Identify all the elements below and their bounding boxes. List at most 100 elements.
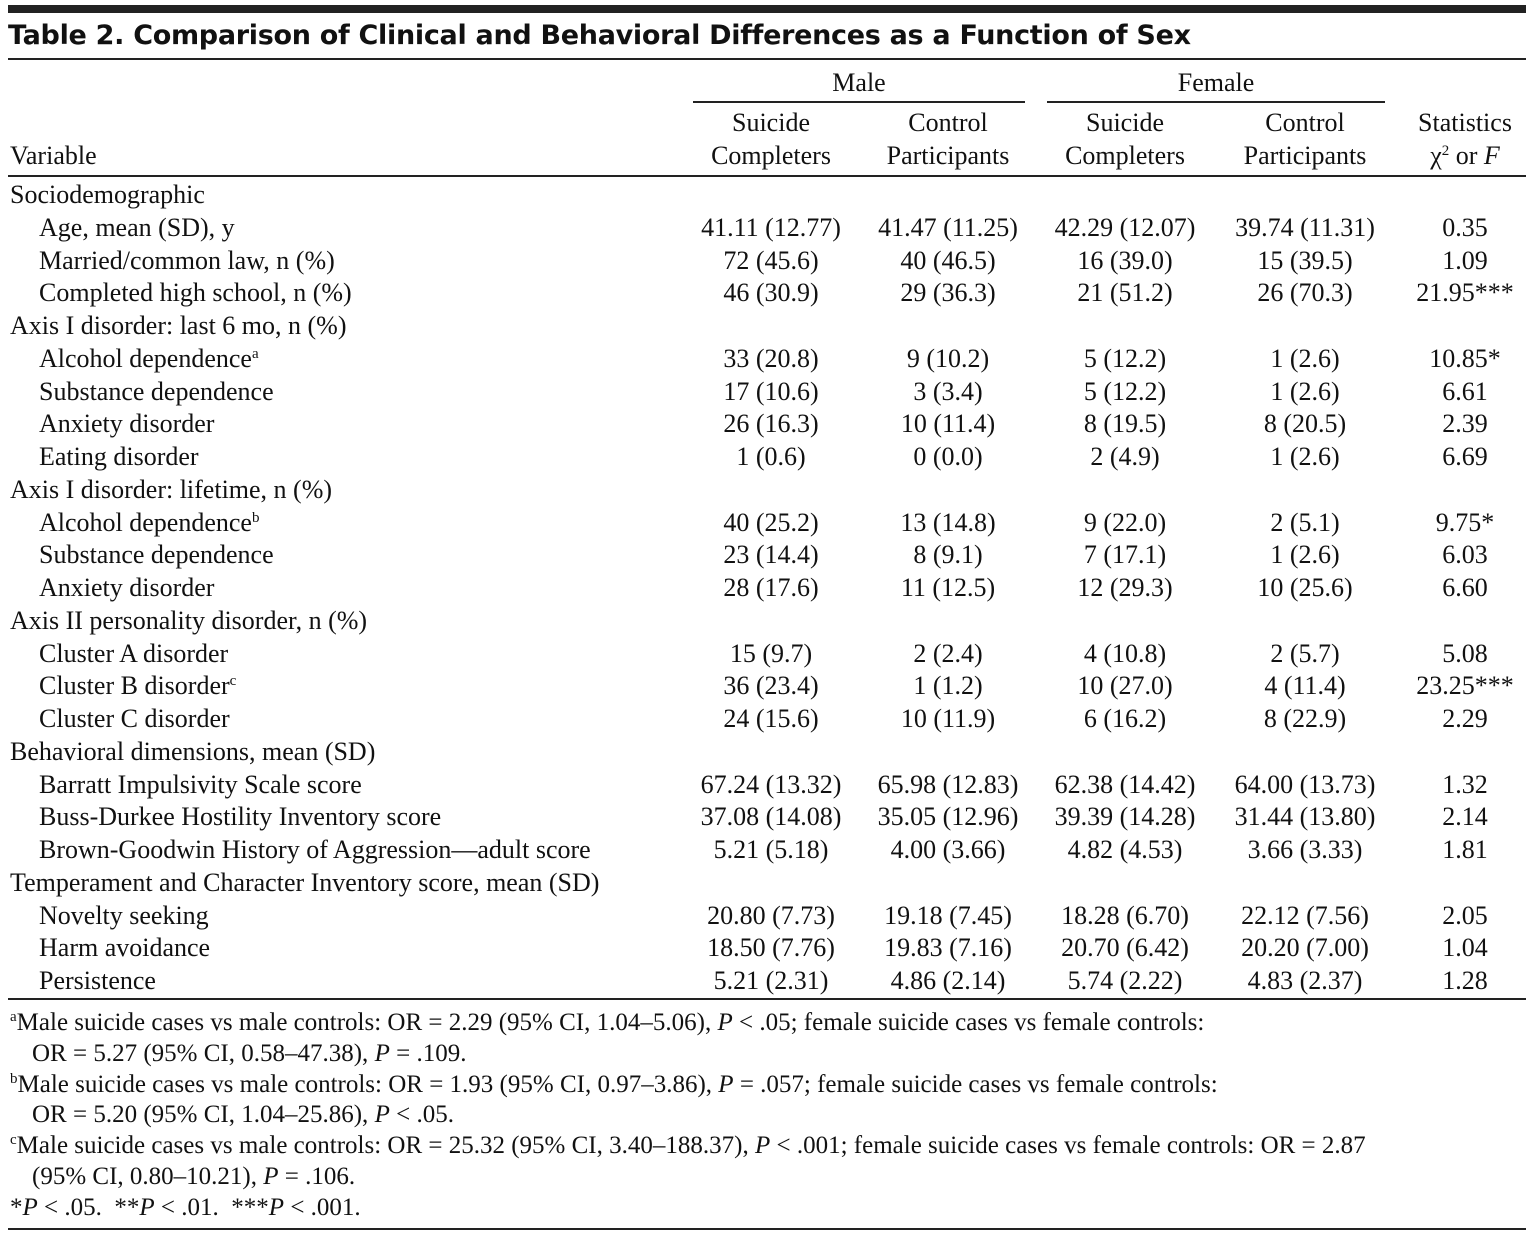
column-header: Statistics bbox=[1418, 108, 1512, 137]
footnote-text: OR = 5.27 (95% CI, 0.58–47.38), bbox=[32, 1039, 375, 1067]
cell-value: 4.00 (3.66) bbox=[890, 835, 1006, 864]
group-rule bbox=[1047, 101, 1385, 103]
cell-value: 20.70 (6.42) bbox=[1061, 933, 1189, 963]
stat-value: 10.85* bbox=[1429, 343, 1501, 373]
section-label: Temperament and Character Inventory scor… bbox=[10, 867, 599, 899]
stat-value: 6.61 bbox=[1442, 376, 1488, 406]
section-label: Axis II personality disorder, n (%) bbox=[10, 605, 367, 637]
cell-value: 18.28 (6.70) bbox=[1061, 900, 1189, 930]
stat-value: 1.81 bbox=[1442, 835, 1488, 864]
cell-value: 36 (23.4) bbox=[723, 671, 819, 701]
table-title: Table 2. Comparison of Clinical and Beha… bbox=[8, 20, 1191, 51]
label-text: Cluster B disorder bbox=[39, 671, 230, 701]
footnote-line: *P < .05. **P < .01. ***P < .001. bbox=[10, 1192, 361, 1224]
row-label: Substance dependence bbox=[39, 376, 274, 408]
cell-value: 65.98 (12.83) bbox=[877, 769, 1019, 799]
cell-value: 16 (39.0) bbox=[1077, 245, 1173, 275]
label-text: Alcohol dependence bbox=[39, 507, 252, 537]
row-label: Age, mean (SD), y bbox=[39, 212, 235, 244]
label-text: Behavioral dimensions, mean (SD) bbox=[10, 736, 376, 766]
cell-value: 10 (27.0) bbox=[1077, 671, 1173, 701]
footnote-text: Male suicide cases vs male controls: OR … bbox=[17, 1070, 719, 1098]
cell-value: 40 (25.2) bbox=[723, 507, 819, 537]
cell-value: 22.12 (7.56) bbox=[1241, 900, 1369, 930]
cell-value: 41.47 (11.25) bbox=[878, 212, 1018, 242]
stat-value: 21.95*** bbox=[1416, 278, 1514, 308]
cell-value: 0 (0.0) bbox=[913, 442, 983, 471]
cell-value: 6 (16.2) bbox=[1083, 704, 1167, 733]
footnote-text: = .106. bbox=[278, 1163, 356, 1190]
footnote-text: < .01. *** bbox=[154, 1193, 269, 1221]
stat-value: 6.60 bbox=[1442, 573, 1488, 602]
footnote-line: cMale suicide cases vs male controls: OR… bbox=[10, 1130, 1366, 1162]
cell-value: 29 (36.3) bbox=[900, 278, 996, 308]
row-label: Cluster A disorder bbox=[39, 638, 228, 670]
row-label: Harm avoidance bbox=[39, 932, 210, 964]
cell-value: 40 (46.5) bbox=[900, 245, 996, 275]
column-header: χ2 or F bbox=[1430, 140, 1500, 172]
row-label: Buss-Durkee Hostility Inventory score bbox=[39, 801, 441, 833]
footnote-line: OR = 5.20 (95% CI, 1.04–25.86), P < .05. bbox=[32, 1099, 454, 1131]
footnote-text: P bbox=[718, 1070, 734, 1098]
footnote-text: P bbox=[754, 1132, 771, 1160]
footnote-text: P bbox=[268, 1193, 285, 1221]
cell-value: 37.08 (14.08) bbox=[700, 802, 842, 832]
stat-value: 1.32 bbox=[1442, 769, 1488, 799]
section-label: Sociodemographic bbox=[10, 179, 205, 211]
row-label: Eating disorder bbox=[39, 441, 199, 473]
cell-value: 1 (2.6) bbox=[1270, 376, 1340, 406]
cell-value: 67.24 (13.32) bbox=[700, 769, 842, 799]
cell-value: 4 (10.8) bbox=[1083, 638, 1167, 668]
label-text: Axis I disorder: last 6 mo, n (%) bbox=[10, 311, 347, 340]
cell-value: 4 (11.4) bbox=[1264, 671, 1346, 701]
column-header: Variable bbox=[10, 141, 97, 170]
group-header: Male bbox=[832, 68, 886, 97]
group-header: Female bbox=[1177, 68, 1255, 97]
column-header: Completers bbox=[1065, 141, 1185, 170]
cell-value: 26 (16.3) bbox=[723, 409, 819, 439]
cell-value: 7 (17.1) bbox=[1083, 540, 1167, 570]
column-header: Control bbox=[908, 108, 988, 137]
footnote-mark: c bbox=[229, 673, 237, 690]
footnote-line: aMale suicide cases vs male controls: OR… bbox=[10, 1007, 1204, 1039]
cell-value: 19.83 (7.16) bbox=[884, 933, 1012, 963]
footnote-text: < .001. bbox=[284, 1193, 361, 1221]
column-header: Participants bbox=[886, 141, 1010, 170]
footnote-line: (95% CI, 0.80–10.21), P = .106. bbox=[32, 1161, 355, 1193]
section-label: Axis I disorder: last 6 mo, n (%) bbox=[10, 310, 347, 342]
cell-value: 8 (22.9) bbox=[1263, 704, 1347, 733]
cell-value: 2 (5.1) bbox=[1270, 507, 1340, 537]
cell-value: 20.20 (7.00) bbox=[1241, 933, 1369, 963]
label-text: Brown-Goodwin History of Aggression—adul… bbox=[39, 835, 591, 864]
rule bbox=[8, 998, 1526, 1000]
stat-value: 5.08 bbox=[1442, 638, 1488, 668]
row-label: Alcohol dependenceb bbox=[39, 507, 259, 539]
cell-value: 20.80 (7.73) bbox=[707, 900, 835, 930]
superscript: 2 bbox=[1441, 143, 1450, 159]
stat-value: 2.14 bbox=[1442, 802, 1488, 832]
label-text: Harm avoidance bbox=[39, 933, 211, 963]
footnote-text: Male suicide cases vs male controls: OR … bbox=[16, 1009, 718, 1036]
cell-value: 2 (5.7) bbox=[1270, 638, 1340, 668]
label-text: Completed high school, n (%) bbox=[39, 278, 352, 308]
footnote-mark: a bbox=[251, 345, 259, 362]
cell-value: 23 (14.4) bbox=[723, 540, 819, 570]
cell-value: 9 (10.2) bbox=[906, 343, 990, 373]
cell-value: 17 (10.6) bbox=[723, 376, 819, 406]
cell-value: 28 (17.6) bbox=[723, 573, 819, 602]
footnote-text: OR = 5.20 (95% CI, 1.04–25.86), bbox=[32, 1101, 375, 1129]
cell-value: 8 (9.1) bbox=[913, 540, 983, 570]
stat-value: 9.75* bbox=[1435, 507, 1495, 537]
cell-value: 1 (2.6) bbox=[1270, 343, 1340, 373]
stat-value: 2.39 bbox=[1442, 409, 1488, 439]
footnote-text: P bbox=[374, 1101, 390, 1129]
stat-value: 6.69 bbox=[1442, 442, 1488, 471]
stat-value: 2.05 bbox=[1442, 900, 1488, 930]
cell-value: 4.86 (2.14) bbox=[890, 966, 1006, 995]
stat-value: 6.03 bbox=[1442, 540, 1488, 570]
stat-value: 23.25*** bbox=[1416, 671, 1514, 701]
cell-value: 19.18 (7.45) bbox=[884, 900, 1012, 930]
cell-value: 15 (9.7) bbox=[729, 638, 813, 668]
label-text: Anxiety disorder bbox=[39, 573, 215, 602]
cell-value: 24 (15.6) bbox=[723, 704, 819, 733]
